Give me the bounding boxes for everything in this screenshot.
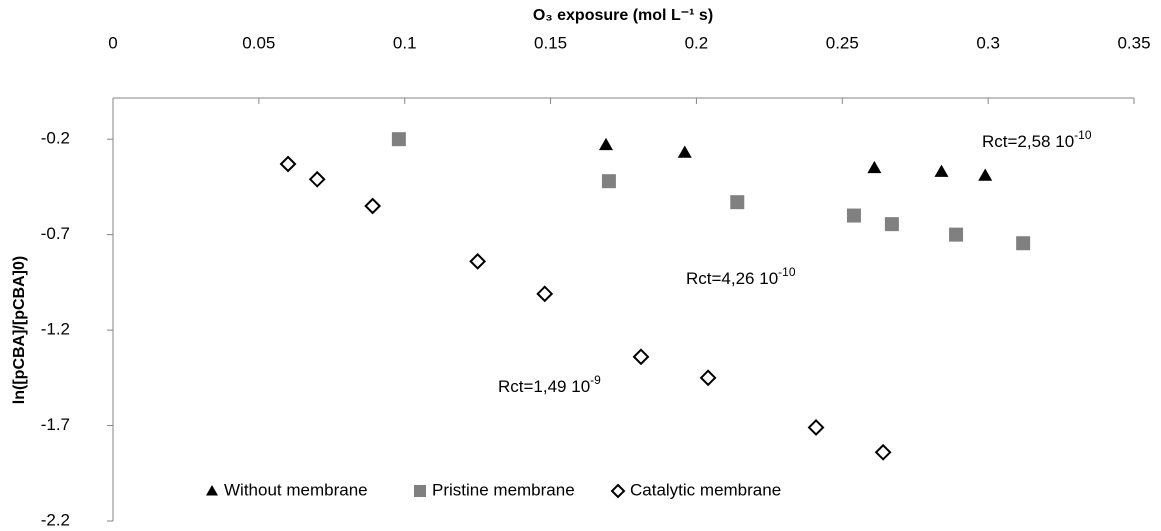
point <box>391 132 406 147</box>
x-tick-label: 0.1 <box>393 33 417 52</box>
point <box>867 160 882 174</box>
point <box>677 145 692 158</box>
point <box>364 197 382 215</box>
point <box>846 208 861 223</box>
annotation-superscript: -10 <box>1074 128 1092 142</box>
annotation: Rct=1,49 10-9 <box>498 373 601 396</box>
y-tick-label: -1.2 <box>41 320 70 339</box>
point <box>934 164 949 177</box>
y-tick-label: -0.7 <box>41 224 70 243</box>
point <box>807 419 825 436</box>
point <box>730 195 745 210</box>
point <box>699 369 717 387</box>
x-axis-title: O₃ exposure (mol L⁻¹ s) <box>533 7 713 24</box>
annotation-text: Rct=2,58 10 <box>982 132 1074 151</box>
point <box>308 170 326 188</box>
legend-label: Pristine membrane <box>432 480 575 499</box>
legend-marker <box>414 485 426 497</box>
point <box>949 227 964 242</box>
legend-marker <box>206 485 218 496</box>
legend-label: Catalytic membrane <box>630 480 781 499</box>
x-tick-label: 0.35 <box>1117 33 1150 52</box>
annotation-superscript: -9 <box>590 373 601 387</box>
point <box>632 348 650 366</box>
legend-marker <box>610 483 626 499</box>
annotation: Rct=4,26 10-10 <box>686 265 796 288</box>
point <box>601 174 616 189</box>
point <box>469 252 487 270</box>
x-tick-label: 0.05 <box>242 33 275 52</box>
annotation: Rct=2,58 10-10 <box>982 128 1092 151</box>
x-tick-label: 0.3 <box>976 33 1000 52</box>
y-tick-label: -2.2 <box>41 510 70 529</box>
y-tick-label: -1.7 <box>41 415 70 434</box>
y-axis-title: ln([pCBA]/[pCBA]0) <box>11 256 28 404</box>
point <box>536 285 554 303</box>
point <box>1016 236 1031 251</box>
x-tick-label: 0.2 <box>685 33 709 52</box>
x-tick-label: 0.15 <box>534 33 567 52</box>
annotation-superscript: -10 <box>778 265 796 279</box>
point <box>978 168 993 181</box>
annotation-text: Rct=1,49 10 <box>498 377 590 396</box>
point <box>279 155 297 173</box>
point <box>884 217 899 232</box>
x-tick-label: 0 <box>108 33 117 52</box>
annotation-text: Rct=4,26 10 <box>686 269 778 288</box>
x-tick-label: 0.25 <box>826 33 859 52</box>
y-tick-label: -0.2 <box>41 129 70 148</box>
legend-label: Without membrane <box>224 480 368 499</box>
point <box>874 443 892 461</box>
point <box>598 137 613 151</box>
